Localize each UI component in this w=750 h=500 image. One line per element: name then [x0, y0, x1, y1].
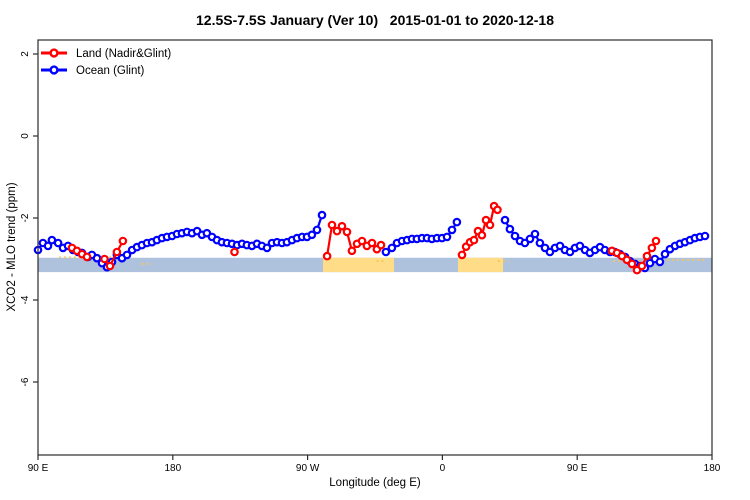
- data-point-marker: [43, 241, 53, 251]
- data-point-marker: [312, 225, 322, 235]
- data-point-marker: [322, 251, 332, 261]
- data-point-marker: [327, 220, 337, 230]
- data-point-marker: [647, 243, 657, 253]
- legend-item-land: Land (Nadir&Glint): [41, 48, 171, 60]
- data-point-marker: [477, 230, 487, 240]
- data-point-marker: [452, 217, 462, 227]
- data-point-marker: [367, 238, 377, 248]
- data-point-marker: [530, 229, 540, 239]
- data-point-marker: [92, 253, 102, 263]
- data-point-marker: [307, 230, 317, 240]
- reference-band-layer: [38, 257, 712, 273]
- ocean-series: [33, 210, 710, 273]
- data-point-marker: [500, 215, 510, 225]
- legend-label-ocean: Ocean (Glint): [76, 65, 145, 77]
- data-point-marker: [347, 246, 357, 256]
- legend: Land (Nadir&Glint) Ocean (Glint): [41, 48, 171, 77]
- y-tick-label: 0: [20, 133, 31, 139]
- data-point-marker: [381, 247, 391, 257]
- data-point-marker: [655, 257, 665, 267]
- data-point-marker: [53, 238, 63, 248]
- y-axis-title: XCO2 - MLO trend (ppm): [6, 182, 18, 311]
- plot-border: [37, 39, 713, 456]
- x-tick-label: 90 E: [567, 463, 588, 474]
- data-point-marker: [622, 255, 632, 265]
- data-point-marker: [485, 220, 495, 230]
- data-point-marker: [357, 236, 367, 246]
- data-point-marker: [457, 250, 467, 260]
- land-series-marker-icon: [49, 48, 59, 58]
- land-reference-band: [457, 257, 504, 273]
- data-point-marker: [637, 261, 647, 271]
- data-point-marker: [337, 221, 347, 231]
- data-point-marker: [105, 261, 115, 271]
- data-point-marker: [575, 241, 585, 251]
- x-tick-label: 90 W: [296, 463, 320, 474]
- x-tick-label: 180: [704, 463, 721, 474]
- data-point-marker: [262, 243, 272, 253]
- data-point-marker: [535, 238, 545, 248]
- y-tick-label: 2: [20, 51, 31, 57]
- data-point-marker: [520, 238, 530, 248]
- data-point-marker: [660, 249, 670, 259]
- x-tick-label: 0: [440, 463, 446, 474]
- data-point-marker: [100, 254, 109, 264]
- data-point-marker: [642, 251, 652, 261]
- data-point-marker: [118, 236, 128, 246]
- data-series-layer: [33, 201, 710, 275]
- data-point-marker: [342, 227, 352, 237]
- legend-label-land: Land (Nadir&Glint): [76, 48, 171, 60]
- axes-layer: 90 E 180 90 W 0 90 E 180 2 0 -2 -4 -6: [20, 51, 721, 474]
- data-point-marker: [627, 259, 637, 269]
- data-point-marker: [82, 252, 92, 262]
- ocean-series-marker-icon: [49, 65, 59, 75]
- chart-title: 12.5S-7.5S January (Ver 10) 2015-01-01 t…: [196, 12, 554, 28]
- x-tick-label: 90 E: [28, 463, 49, 474]
- land-reference-band: [323, 257, 395, 273]
- series-line: [103, 239, 125, 268]
- data-point-marker: [122, 250, 132, 260]
- data-point-marker: [112, 247, 122, 257]
- data-point-marker: [387, 243, 397, 253]
- data-point-marker: [700, 231, 710, 241]
- data-point-marker: [447, 225, 457, 235]
- x-tick-label: 180: [164, 463, 181, 474]
- y-tick-label: -4: [20, 295, 31, 304]
- data-point-marker: [376, 240, 386, 250]
- data-point-marker: [469, 235, 479, 245]
- data-point-marker: [510, 231, 520, 241]
- data-point-marker: [545, 247, 555, 257]
- data-point-marker: [505, 224, 515, 234]
- y-tick-label: -2: [20, 213, 31, 222]
- data-point-marker: [332, 226, 342, 236]
- land-series: [67, 201, 661, 275]
- data-point-marker: [651, 236, 661, 246]
- data-point-marker: [525, 234, 535, 244]
- data-point-marker: [442, 232, 452, 242]
- legend-item-ocean: Ocean (Glint): [41, 65, 145, 77]
- data-point-marker: [230, 247, 239, 257]
- data-point-marker: [493, 205, 502, 215]
- x-axis-title: Longitude (deg E): [329, 477, 421, 489]
- data-point-marker: [317, 210, 327, 220]
- y-tick-label: -6: [20, 377, 31, 386]
